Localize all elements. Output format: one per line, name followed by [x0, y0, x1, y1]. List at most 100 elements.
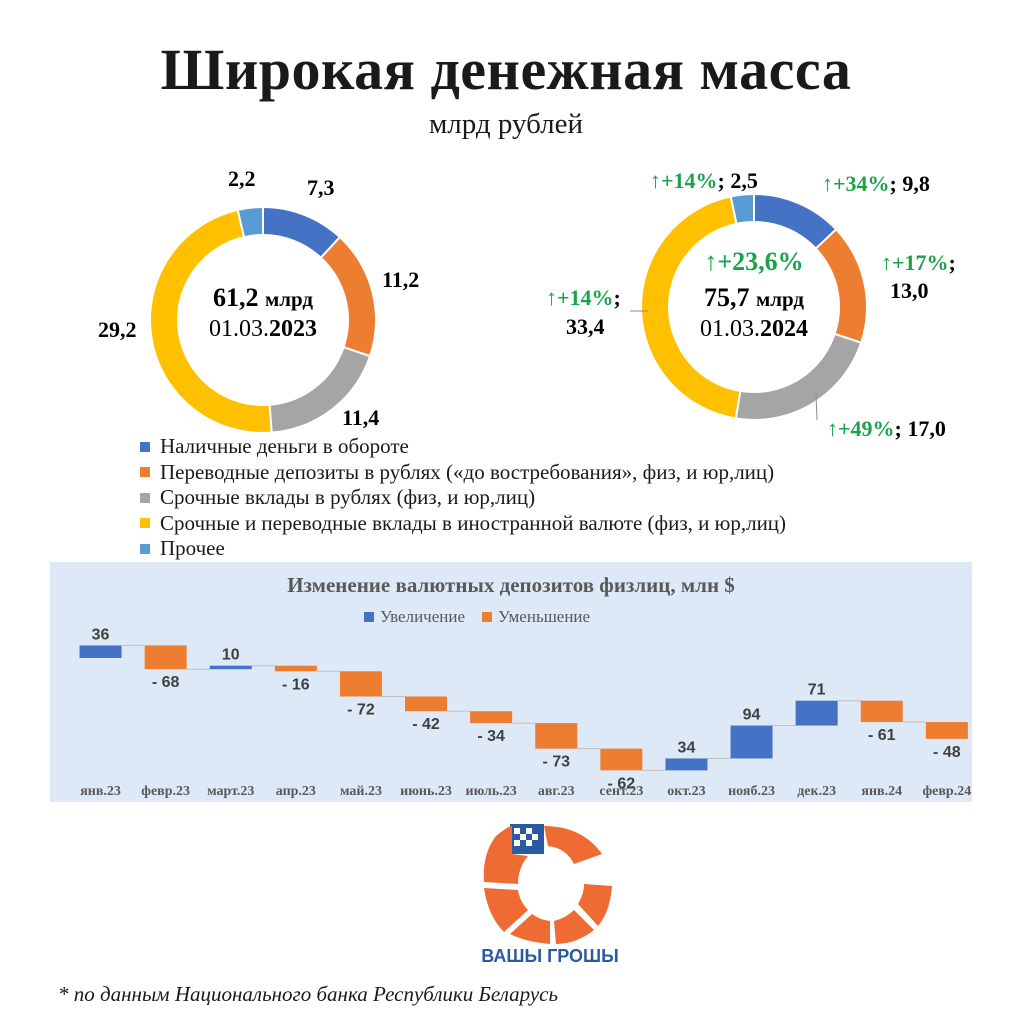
donut-2024-label-fx: 33,4	[566, 314, 605, 339]
waterfall-category-label: сент.23	[599, 784, 643, 799]
page-title: Широкая денежная масса	[160, 37, 852, 102]
waterfall-category-label: февр.24	[922, 784, 971, 799]
logo-segment	[483, 826, 528, 884]
legend-label-transfer: Переводные депозиты в рублях («до востре…	[160, 459, 775, 484]
donut-2024-date: 01.03.	[700, 316, 760, 342]
waterfall-data-label: - 62	[608, 775, 636, 792]
logo-text: ВАШЫ ГРОШЫ	[481, 946, 619, 966]
donut-2023-date: 01.03.	[209, 316, 269, 342]
donut-2024-slice-term	[734, 332, 863, 421]
waterfall-bar-янв.24	[860, 700, 903, 723]
donut-2023-label-fx: 29,2	[98, 317, 137, 342]
donut-2023-label-cash: 7,3	[307, 175, 335, 200]
donut-2024-total-value: 75,7	[704, 283, 750, 312]
waterfall-category-label: янв.24	[861, 784, 902, 799]
svg-text:↑+14%;: ↑+14%;	[546, 285, 621, 310]
donut-2024-slice-transfer	[814, 227, 868, 344]
logo-segment	[544, 826, 602, 864]
donut-2024-change-other: ↑+14%	[650, 168, 718, 193]
footnote: * по данным Национального банка Республи…	[58, 982, 559, 1006]
legend-label-cash: Наличные деньги в обороте	[160, 434, 409, 458]
svg-text:↑+17%;: ↑+17%;	[881, 250, 956, 275]
logo-segment	[510, 914, 550, 944]
donut-2024-change-fx: ↑+14%	[546, 285, 614, 310]
logo-segment	[578, 884, 612, 926]
waterfall-bar-февр.23	[144, 645, 187, 670]
legend-item-fx: Срочные и переводные вклады в иностранно…	[140, 511, 786, 537]
waterfall-category-label: май.23	[340, 784, 382, 799]
waterfall-data-label: - 16	[282, 676, 310, 693]
logo-segment	[554, 910, 594, 944]
legend-swatch-fx	[140, 518, 150, 529]
waterfall-bar-сент.23	[600, 748, 643, 771]
waterfall-category-label: апр.23	[276, 784, 316, 799]
page-subtitle: млрд рублей	[428, 108, 584, 140]
legend-item-term: Срочные вклады в рублях (физ, и юр,лиц)	[140, 485, 786, 511]
legend-item-other: Прочее	[140, 536, 786, 562]
donut-2024-change-cash: ↑+34%	[822, 171, 890, 196]
donut-2024-change-term: ↑+49%	[827, 416, 895, 441]
logo-segment	[484, 888, 528, 932]
svg-text:61,2 млрд: 61,2 млрд	[213, 283, 313, 312]
waterfall-data-label: - 34	[477, 728, 505, 745]
donut-2024-leader-term	[815, 393, 818, 421]
legend-item-transfer: Переводные депозиты в рублях («до востре…	[140, 460, 786, 486]
waterfall-data-label: - 42	[412, 716, 440, 733]
waterfall-legend-increase: Увеличение	[380, 607, 465, 626]
donut-2024-change-transfer: ↑+17%	[881, 250, 949, 275]
waterfall-legend-increase-swatch	[364, 612, 374, 622]
donut-2023-label-other: 2,2	[228, 166, 256, 191]
svg-text:↑+49%; 17,0: ↑+49%; 17,0	[827, 416, 946, 441]
waterfall-data-label: 34	[678, 739, 696, 756]
donut-2023-slice-transfer	[319, 235, 377, 358]
waterfall-category-label: нояб.23	[728, 784, 775, 799]
svg-text:01.03.2024: 01.03.2024	[700, 316, 808, 342]
waterfall-bar-апр.23	[274, 665, 317, 672]
legend-label-term: Срочные вклады в рублях (физ, и юр,лиц)	[160, 485, 536, 509]
waterfall-data-label: - 61	[868, 727, 896, 744]
donut-2023-year: 2023	[269, 316, 317, 342]
waterfall-bar-янв.23	[79, 645, 122, 658]
donut-2024-slice-other	[729, 192, 755, 226]
donut-chart-2023: 61,2 млрд 01.03.2023 7,3 11,2 11,4 29,2 …	[98, 166, 419, 434]
donut-2024-slice-fx	[640, 195, 742, 420]
waterfall-category-label: март.23	[207, 784, 254, 799]
waterfall-chart: Изменение валютных депозитов физлиц, млн…	[79, 573, 971, 799]
donut-2024-label-cash: 9,8	[902, 171, 930, 196]
donut-2023-label-transfer: 11,2	[382, 267, 419, 292]
waterfall-data-label: 36	[92, 626, 110, 643]
waterfall-data-label: - 48	[933, 744, 961, 761]
legend-swatch-cash	[140, 441, 150, 452]
waterfall-bar-февр.24	[925, 722, 968, 739]
waterfall-bar-июнь.23	[405, 696, 448, 712]
legend-item-cash: Наличные деньги в обороте	[140, 434, 786, 460]
waterfall-category-label: авг.23	[538, 784, 575, 799]
donut-2023-total-unit: млрд	[265, 287, 313, 311]
donut-chart-2024: ↑+23,6% 75,7 млрд 01.03.2024 ↑+14%; 2,5 …	[546, 168, 956, 441]
legend-label-fx: Срочные и переводные вклады в иностранно…	[160, 510, 787, 535]
waterfall-category-label: дек.23	[797, 784, 836, 799]
legend-swatch-other	[140, 543, 150, 554]
donut-2024-total-change: ↑+23,6%	[704, 247, 803, 276]
waterfall-category-label: окт.23	[667, 784, 705, 799]
waterfall-data-label: 10	[222, 647, 240, 664]
legend-label-other: Прочее	[160, 536, 225, 560]
waterfall-bar-окт.23	[665, 758, 708, 771]
donut-legend: Наличные деньги в обороте Переводные деп…	[140, 434, 786, 562]
logo-mark: ВАШЫ ГРОШЫ	[481, 824, 619, 966]
legend-swatch-term	[140, 492, 150, 503]
waterfall-panel: Изменение валютных депозитов физлиц, млн…	[50, 562, 972, 802]
svg-text:01.03.2023: 01.03.2023	[209, 316, 317, 342]
donut-2023-total-value: 61,2	[213, 283, 259, 312]
donut-2024-label-other: 2,5	[730, 168, 758, 193]
waterfall-bar-март.23	[209, 665, 252, 670]
donut-2023-slice-other	[236, 205, 264, 239]
logo: ВАШЫ ГРОШЫ	[470, 818, 630, 968]
waterfall-bar-авг.23	[535, 723, 578, 749]
svg-text:↑+14%; 2,5: ↑+14%; 2,5	[650, 168, 758, 193]
donut-2024-label-transfer: 13,0	[890, 278, 929, 303]
donut-2024-year: 2024	[760, 316, 808, 342]
waterfall-legend-decrease: Уменьшение	[498, 607, 590, 626]
waterfall-bar-нояб.23	[730, 725, 773, 759]
waterfall-legend-decrease-swatch	[482, 612, 492, 622]
